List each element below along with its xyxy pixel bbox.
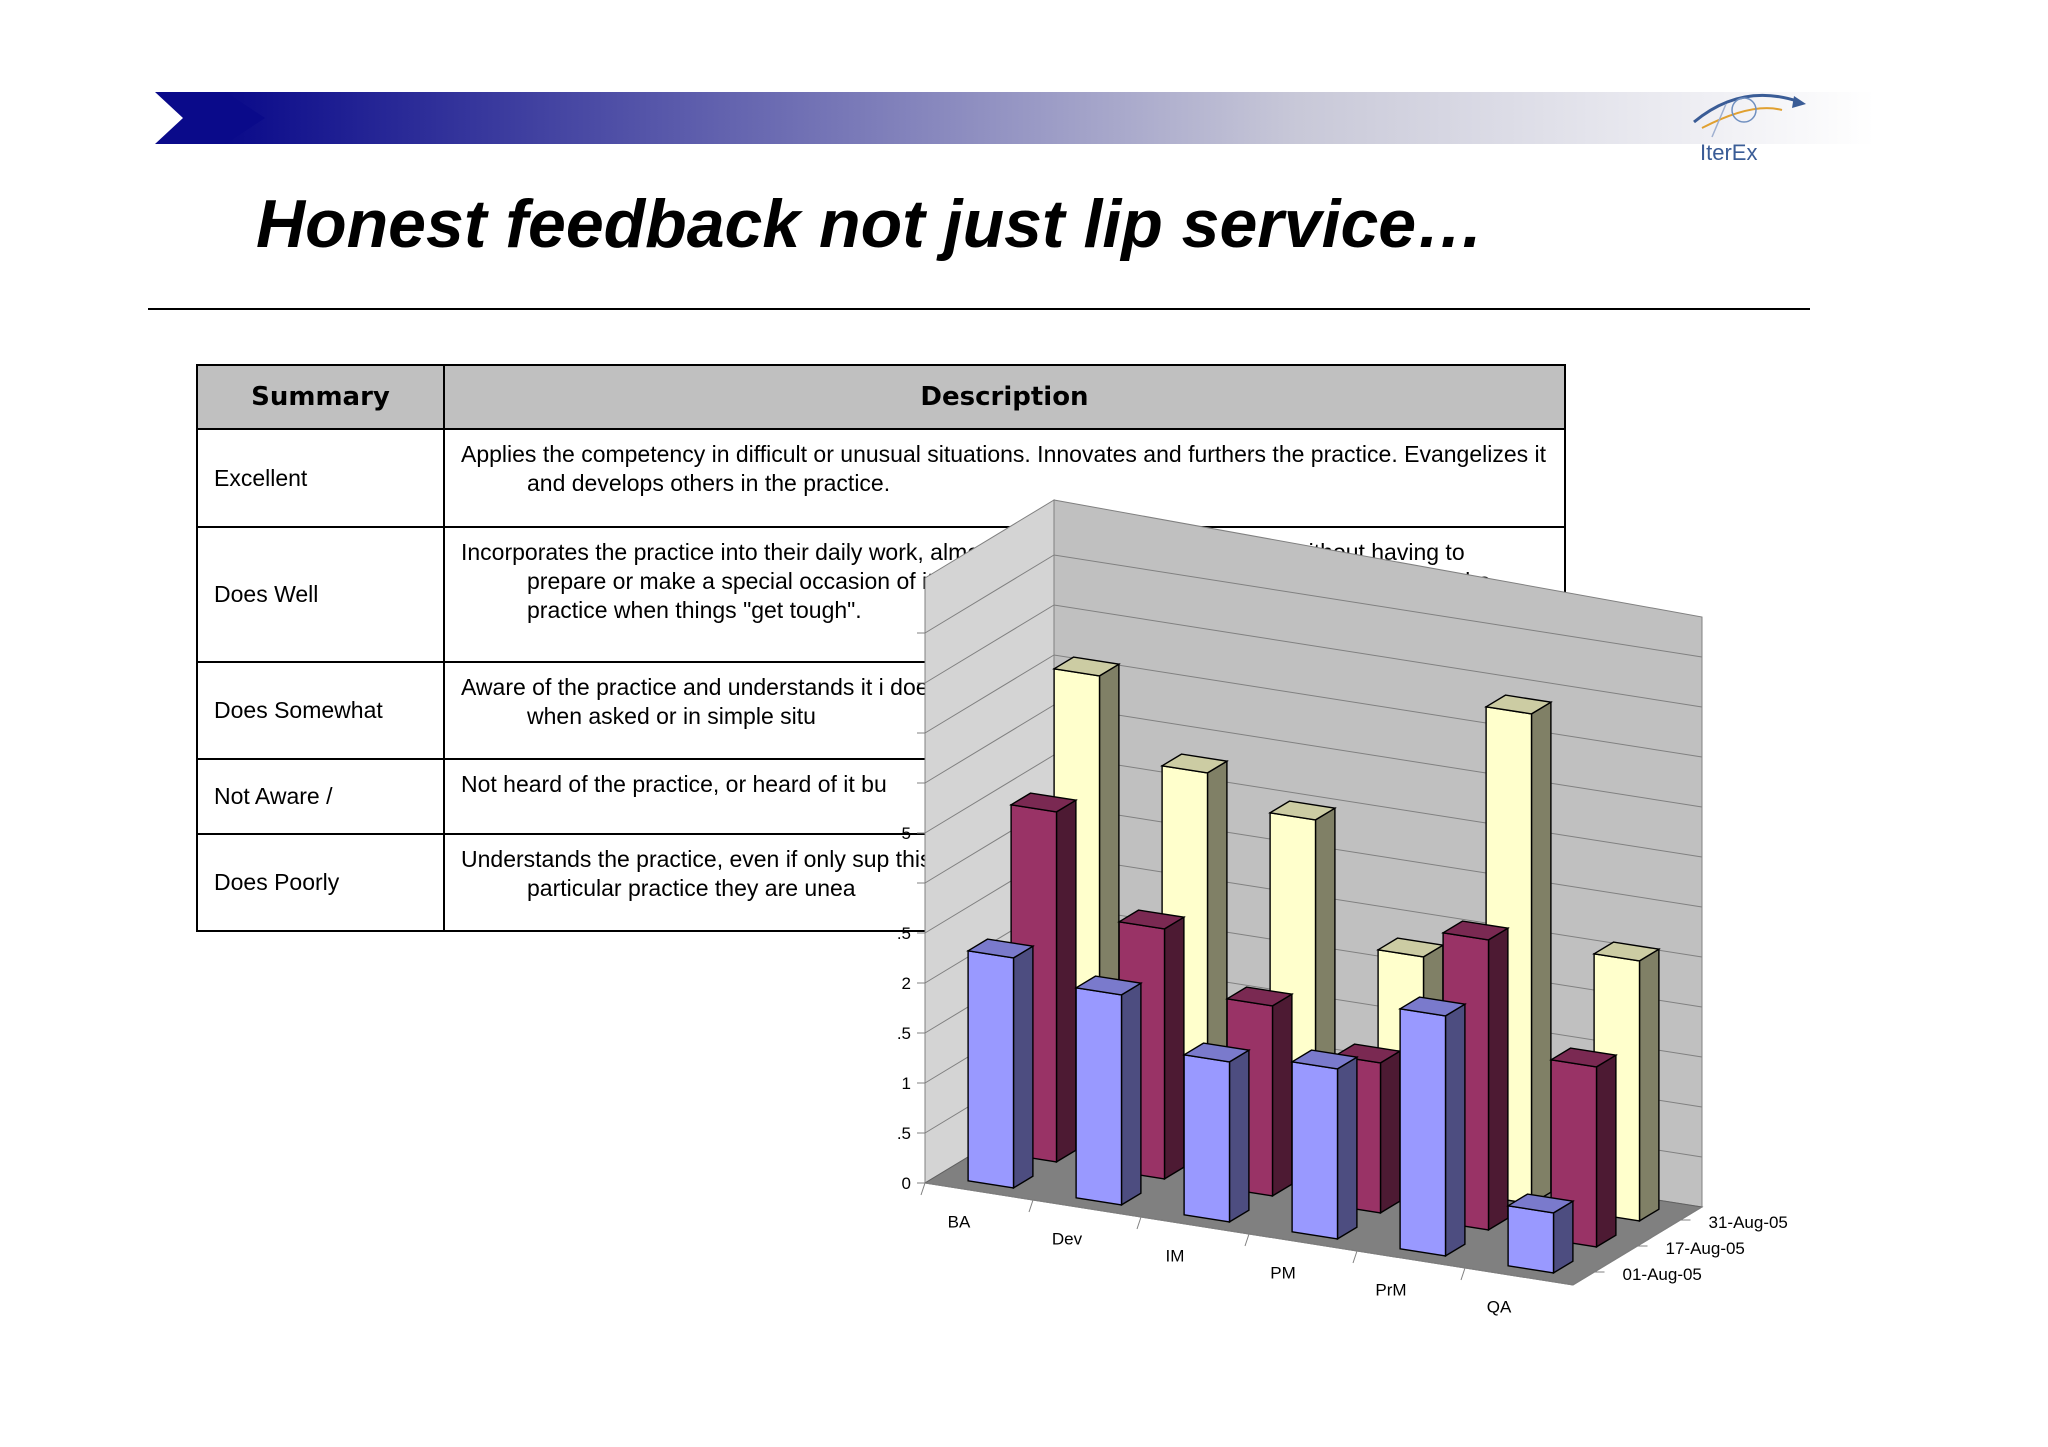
x-tick <box>1352 1250 1358 1264</box>
bar-side-face <box>1638 947 1660 1223</box>
y-tick-label: 1 <box>902 1074 911 1093</box>
bar-side-face <box>1055 798 1077 1164</box>
y-tick-label: .5 <box>897 924 911 943</box>
summary-cell: Not Aware / <box>196 758 445 835</box>
bar-top-face <box>1398 996 1467 1017</box>
x-tick-label: PrM <box>1375 1281 1406 1300</box>
table-header-row: Summary Description <box>196 364 1566 430</box>
chart-gridline <box>924 604 1703 708</box>
logo-text: IterEx <box>1700 140 1758 165</box>
chart-gridline <box>924 554 1703 658</box>
bar-top-face <box>1484 694 1553 715</box>
y-tick-label: .5 <box>897 1124 911 1143</box>
bar-front-face <box>1183 1053 1231 1223</box>
x-tick <box>1028 1199 1034 1213</box>
bar-side-face <box>1379 1049 1401 1215</box>
bar-top-face <box>1052 656 1121 677</box>
bar-top-face <box>1506 1193 1575 1214</box>
bar-front-face <box>1399 1007 1447 1257</box>
series-label: 17-Aug-05 <box>1666 1239 1745 1258</box>
bar-top-face <box>1225 986 1294 1007</box>
y-tick-label: 2 <box>902 974 911 993</box>
bar-front-face <box>1507 1204 1555 1274</box>
summary-cell: Excellent <box>196 428 445 528</box>
bar-side-face <box>1595 1053 1617 1249</box>
x-tick <box>920 1182 926 1196</box>
bar-01-Aug-05-PM <box>1290 1049 1359 1241</box>
summary-cell: Does Well <box>196 526 445 663</box>
bar-side-face <box>1228 1048 1250 1224</box>
bar-side-face <box>1530 700 1552 1206</box>
x-tick-label: PM <box>1270 1264 1296 1283</box>
series-label: 01-Aug-05 <box>1623 1265 1702 1284</box>
series-label: 31-Aug-05 <box>1709 1213 1788 1232</box>
bar-01-Aug-05-IM <box>1182 1042 1251 1224</box>
bar-front-face <box>967 949 1015 1189</box>
y-tick-label: 0 <box>902 1174 911 1193</box>
y-tick-label: .5 <box>897 1024 911 1043</box>
bar-01-Aug-05-BA <box>966 938 1035 1190</box>
bar-top-face <box>1268 800 1337 821</box>
bar-top-face <box>1549 1047 1618 1068</box>
y-tick-label: 5 <box>902 824 911 843</box>
title-divider <box>148 308 1810 310</box>
bar-01-Aug-05-QA <box>1506 1193 1575 1275</box>
bar-front-face <box>1075 986 1123 1206</box>
header-banner <box>155 92 1875 144</box>
bar-01-Aug-05-Dev <box>1074 975 1143 1207</box>
bar-side-face <box>1444 1002 1466 1258</box>
bar-side-face <box>1487 926 1509 1232</box>
x-tick <box>1244 1233 1250 1247</box>
bar-top-face <box>1160 753 1229 774</box>
bar-side-face <box>1271 992 1293 1198</box>
bar-side-face <box>1336 1055 1358 1241</box>
bar-side-face <box>1163 915 1185 1181</box>
bar-top-face <box>1009 792 1078 813</box>
x-tick-label: QA <box>1487 1298 1512 1317</box>
description-cell: Applies the competency in difficult or u… <box>443 428 1566 528</box>
bar-side-face <box>1012 944 1034 1190</box>
bar-01-Aug-05-PrM <box>1398 996 1467 1258</box>
slide-title: Honest feedback not just lip service… <box>256 186 1485 262</box>
header-summary: Summary <box>196 364 445 430</box>
bar-front-face <box>1291 1060 1339 1240</box>
summary-cell: Does Somewhat <box>196 661 445 760</box>
summary-cell: Does Poorly <box>196 833 445 932</box>
x-tick-label: IM <box>1166 1247 1185 1266</box>
bar-top-face <box>1117 909 1186 930</box>
bar-top-face <box>1182 1042 1251 1063</box>
bar-side-face <box>1120 981 1142 1207</box>
bar-top-face <box>1592 941 1661 962</box>
iterex-logo-icon <box>1693 93 1806 138</box>
x-tick-label: BA <box>948 1213 971 1232</box>
bar-top-face <box>1074 975 1143 996</box>
x-tick <box>1460 1267 1466 1281</box>
x-tick <box>1136 1216 1142 1230</box>
bar-top-face <box>1290 1049 1359 1070</box>
table-row: Excellent Applies the competency in diff… <box>196 428 1566 528</box>
bar-top-face <box>966 938 1035 959</box>
header-description: Description <box>443 364 1566 430</box>
bar-top-face <box>1441 920 1510 941</box>
x-tick-label: Dev <box>1052 1230 1083 1249</box>
